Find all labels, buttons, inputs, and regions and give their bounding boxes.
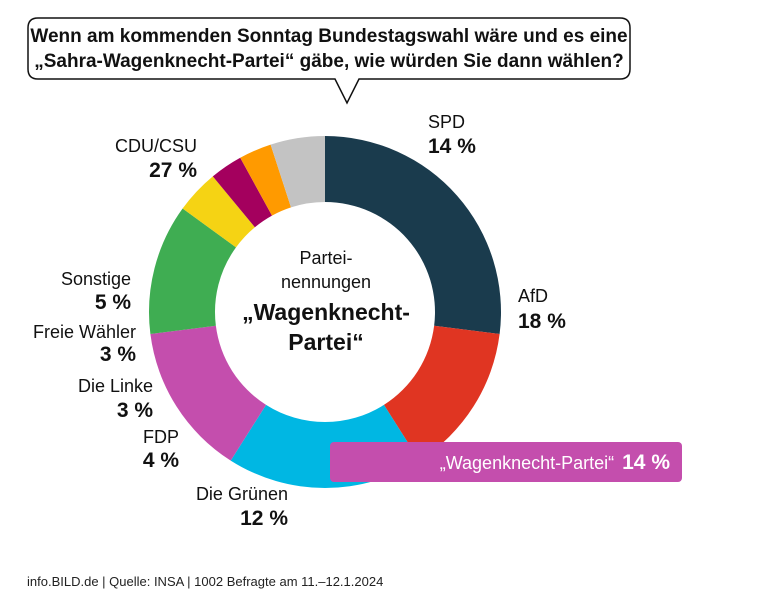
value-freie-waehler: 3 % bbox=[100, 343, 137, 366]
highlight-label-text: „Wagenknecht-Partei“ 14 % bbox=[440, 451, 671, 474]
label-spd: SPD bbox=[428, 112, 465, 132]
label-afd: AfD bbox=[518, 286, 548, 306]
center-main-line-2: Partei“ bbox=[288, 329, 363, 355]
center-label: Partei- nennungen „Wagenknecht- Partei“ bbox=[242, 248, 410, 355]
value-afd: 18 % bbox=[518, 310, 566, 333]
label-wagenknecht: „Wagenknecht-Partei“ bbox=[440, 453, 614, 473]
value-fdp: 4 % bbox=[143, 449, 180, 472]
slice-labels: CDU/CSU 27 % SPD 14 % AfD 18 % Die Grüne… bbox=[33, 112, 566, 530]
value-linke: 3 % bbox=[117, 399, 154, 422]
label-freie-waehler: Freie Wähler bbox=[33, 322, 136, 342]
center-sub-line-2: nennungen bbox=[281, 272, 371, 292]
value-sonstige: 5 % bbox=[95, 291, 132, 314]
slice-cdu-csu bbox=[325, 136, 502, 335]
source-footer: info.BILD.de | Quelle: INSA | 1002 Befra… bbox=[27, 574, 384, 589]
label-gruene: Die Grünen bbox=[196, 484, 288, 504]
question-line-1: Wenn am kommenden Sonntag Bundestagswahl… bbox=[30, 26, 627, 47]
slice-die-gruenen bbox=[149, 208, 237, 335]
value-spd: 14 % bbox=[428, 135, 476, 158]
label-linke: Die Linke bbox=[78, 376, 153, 396]
value-gruene: 12 % bbox=[240, 507, 288, 530]
question-bubble: Wenn am kommenden Sonntag Bundestagswahl… bbox=[27, 17, 631, 105]
label-sonstige: Sonstige bbox=[61, 269, 131, 289]
question-bubble-shape bbox=[27, 17, 631, 105]
slice-fdp bbox=[182, 176, 255, 248]
label-fdp: FDP bbox=[143, 427, 179, 447]
slice-freie-waehler bbox=[240, 144, 292, 216]
slice-spd bbox=[383, 325, 500, 461]
value-wagenknecht: 14 % bbox=[622, 451, 670, 474]
slice-sonstige bbox=[270, 136, 325, 208]
highlight-label-wagenknecht: „Wagenknecht-Partei“ 14 % bbox=[330, 442, 682, 482]
label-cdu-csu: CDU/CSU bbox=[115, 136, 197, 156]
center-sub-line-1: Partei- bbox=[299, 248, 352, 268]
slice-die-linke bbox=[212, 157, 273, 228]
value-cdu-csu: 27 % bbox=[149, 159, 197, 182]
slice-wagenknecht-partei bbox=[150, 325, 267, 461]
question-line-2: „Sahra-Wagenknecht-Partei“ gäbe, wie wür… bbox=[34, 51, 623, 72]
center-main-line-1: „Wagenknecht- bbox=[242, 299, 410, 325]
highlight-box bbox=[330, 442, 682, 482]
